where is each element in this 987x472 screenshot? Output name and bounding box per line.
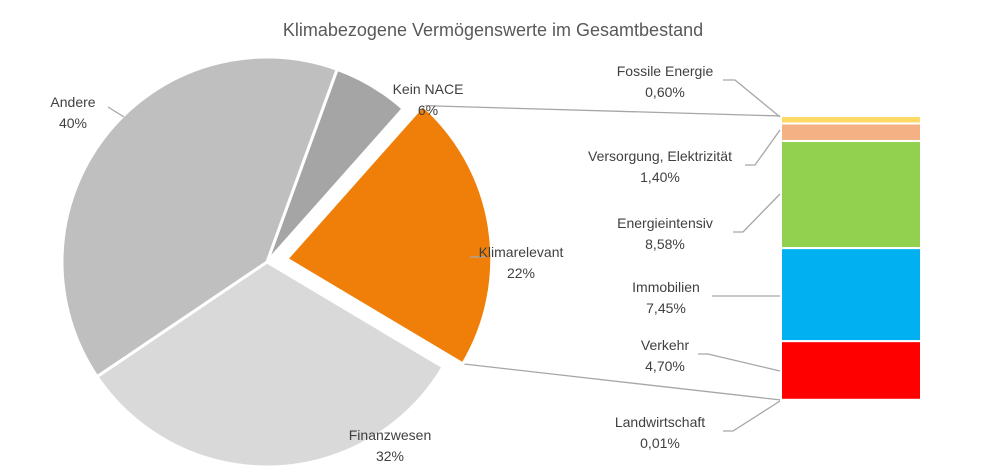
pie-andere-label-value: 40% xyxy=(59,115,87,131)
pie xyxy=(60,55,494,469)
pie-andere-leader-line xyxy=(107,106,125,118)
label-leaders xyxy=(107,79,781,432)
bar-verkehr-leader-line xyxy=(698,353,781,372)
pie-kein-nace-label-value: 6% xyxy=(418,102,438,118)
bar-verkehr-label-value: 4,70% xyxy=(645,358,685,374)
pie-bar-connectors xyxy=(422,104,782,401)
bar-segment-fossile-energie xyxy=(780,115,922,125)
pie-slice-andere xyxy=(60,55,340,379)
pie-klimarelevant-label-value: 22% xyxy=(507,265,535,281)
bar-segment-verkehr xyxy=(780,340,922,401)
bar-immobilien-label-value: 7,45% xyxy=(646,300,686,316)
data-labels: Kein NACE 6% Klimarelevant 22% Finanzwesen 32… xyxy=(50,63,732,464)
connector-bottom xyxy=(462,363,782,401)
bar-segment-versorgung-elektrizitaet xyxy=(780,122,922,142)
bar-segment-landwirtschaft xyxy=(780,398,922,402)
stacked-bar xyxy=(780,115,922,402)
bar-landwirtschaft-label-name: Landwirtschaft xyxy=(615,414,705,430)
bar-versorgung-elektrizitaet-label-name: Versorgung, Elektrizität xyxy=(588,148,732,164)
bar-fossile-energie-label-name: Fossile Energie xyxy=(617,63,714,79)
bar-immobilien-label-name: Immobilien xyxy=(632,279,700,295)
bar-verkehr-label-name: Verkehr xyxy=(641,337,690,353)
bar-versorgung-elektrizitaet-leader-line xyxy=(745,129,781,166)
bar-energieintensiv-leader-line xyxy=(733,193,781,233)
pie-kein-nace-label-name: Kein NACE xyxy=(393,81,464,97)
pie-klimarelevant-label-name: Klimarelevant xyxy=(479,244,564,260)
bar-segment-immobilien xyxy=(780,247,922,343)
pie-kein-nace-leader-line xyxy=(371,98,384,111)
bar-fossile-energie-label-value: 0,60% xyxy=(645,84,685,100)
bar-versorgung-elektrizitaet-label-value: 1,40% xyxy=(640,169,680,185)
bar-landwirtschaft-label-value: 0,01% xyxy=(640,435,680,451)
bar-landwirtschaft-leader-line xyxy=(723,400,781,432)
bar-segment-energieintensiv xyxy=(780,139,922,250)
bar-energieintensiv-label-name: Energieintensiv xyxy=(617,215,713,231)
pie-slice-finanzwesen xyxy=(94,260,446,469)
connector-top xyxy=(422,104,782,117)
pie-andere-label-name: Andere xyxy=(50,94,95,110)
bar-fossile-energie-leader-line xyxy=(723,79,781,118)
bar-energieintensiv-label-value: 8,58% xyxy=(645,236,685,252)
pie-finanzwesen-label-name: Finanzwesen xyxy=(349,427,432,443)
pie-slice-klimarelevant xyxy=(284,103,494,366)
chart-title: Klimabezogene Vermögenswerte im Gesamtbe… xyxy=(283,20,703,40)
pie-finanzwesen-label-value: 32% xyxy=(376,448,404,464)
